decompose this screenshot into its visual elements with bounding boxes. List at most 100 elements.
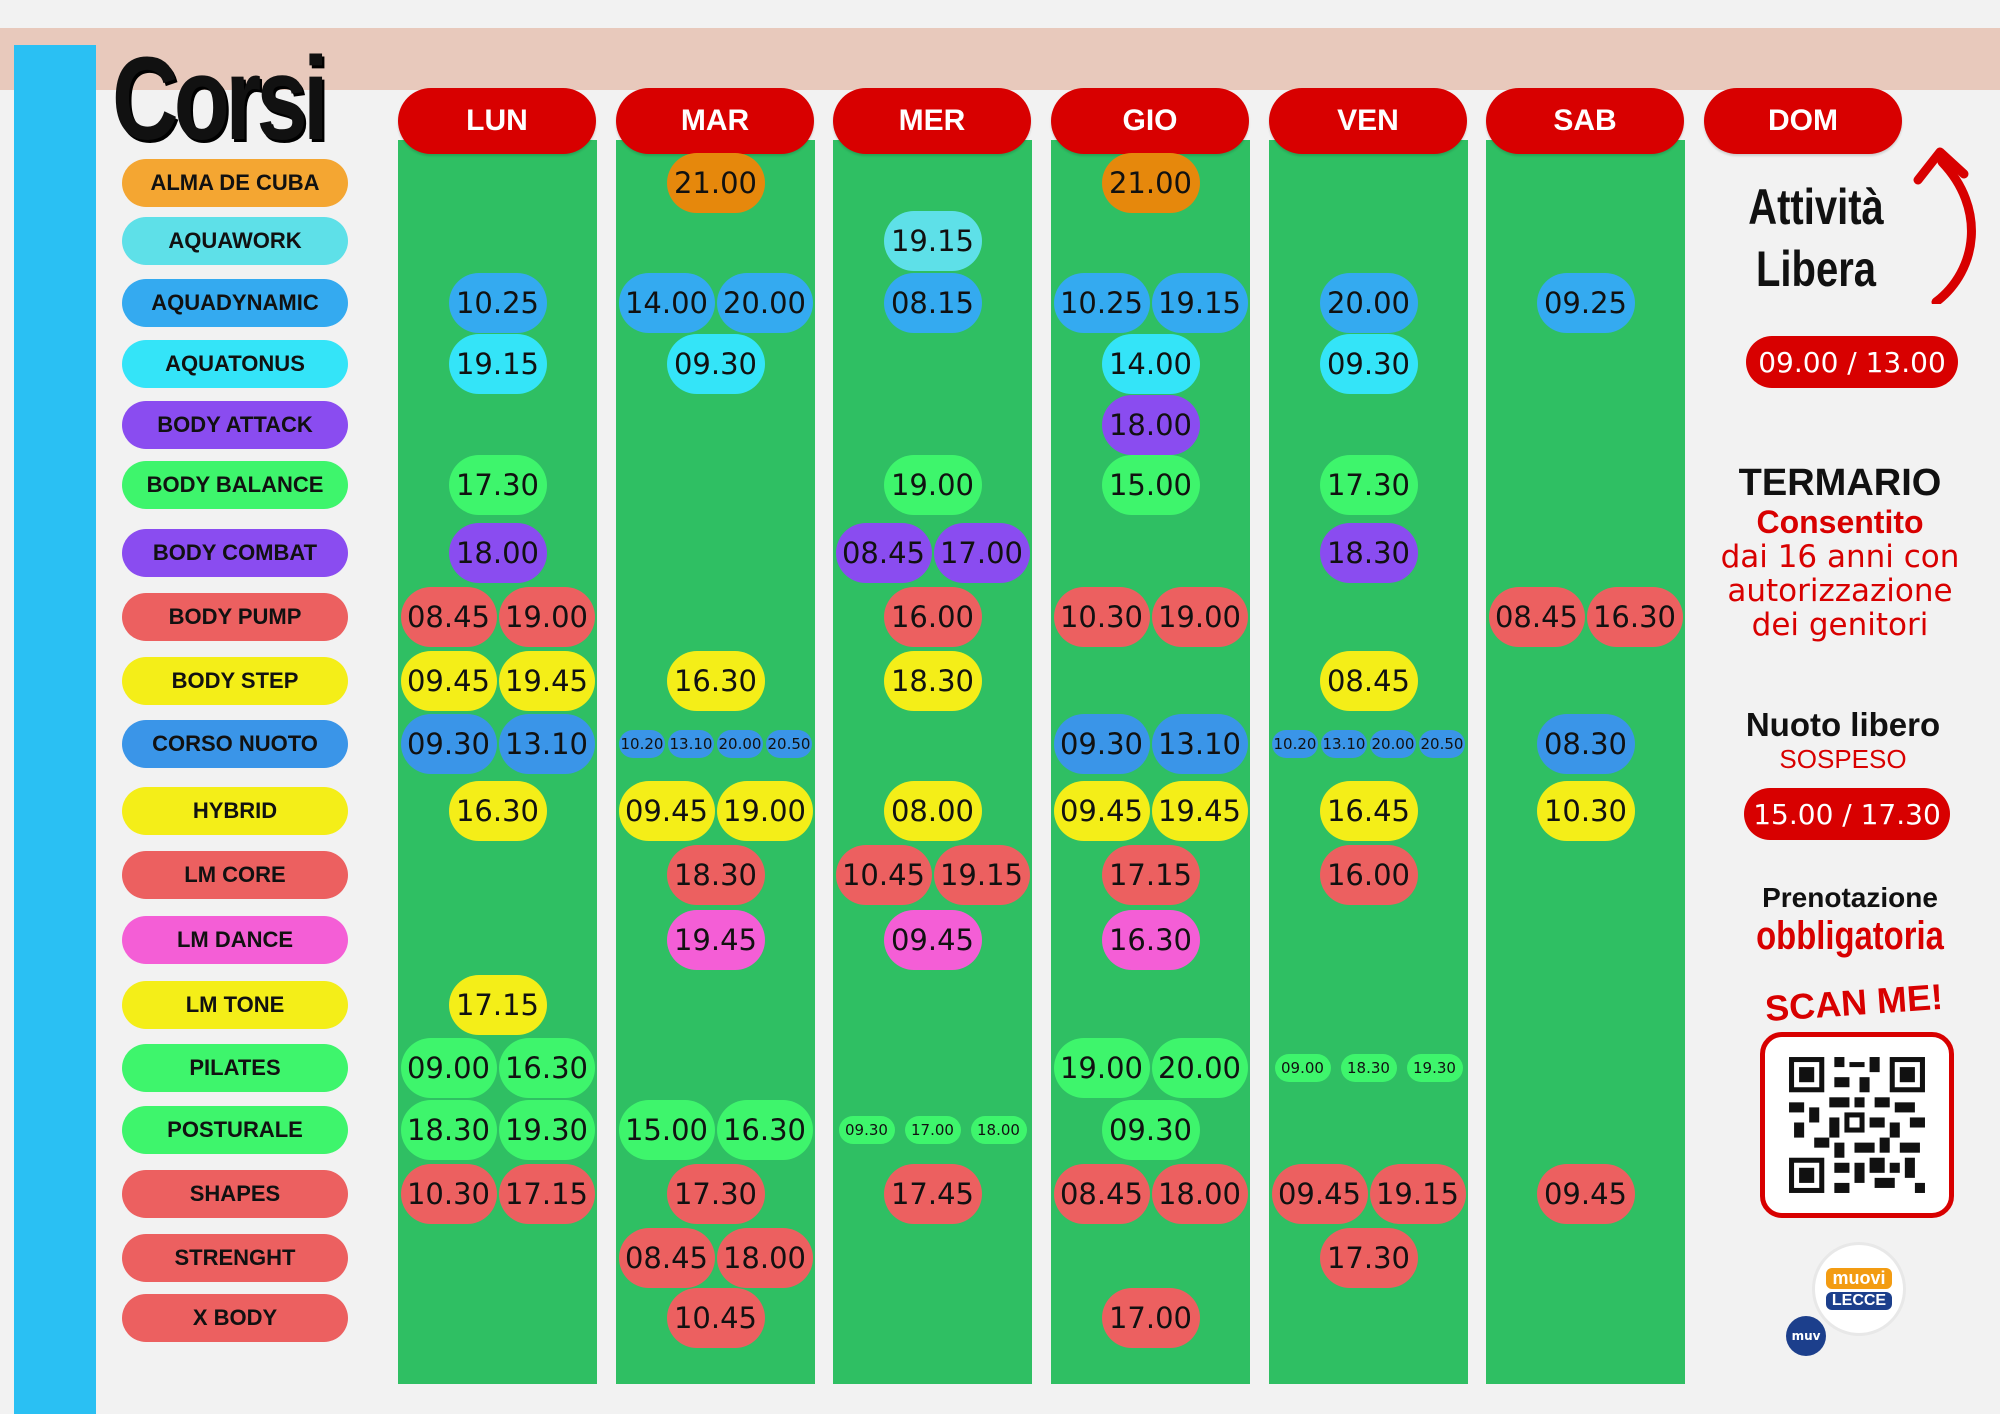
time-slot[interactable]: 17.30 (1319, 455, 1418, 515)
day-header[interactable]: VEN (1269, 88, 1467, 154)
time-slot[interactable]: 19.15 (883, 211, 982, 271)
time-slot[interactable]: 08.30 (1536, 714, 1635, 774)
time-slot[interactable]: 08.00 (883, 781, 982, 841)
course-label[interactable]: BODY STEP (122, 657, 348, 705)
time-slot[interactable]: 16.30 (498, 1038, 595, 1098)
time-slot[interactable]: 17.30 (666, 1164, 765, 1224)
time-slot[interactable]: 20.50 (766, 730, 812, 758)
course-label[interactable]: BODY BALANCE (122, 461, 348, 509)
time-slot[interactable]: 19.15 (933, 845, 1030, 905)
time-slot[interactable]: 18.30 (400, 1100, 497, 1160)
time-slot[interactable]: 08.45 (400, 587, 497, 647)
time-slot[interactable]: 21.00 (666, 153, 765, 213)
time-slot[interactable]: 17.30 (1319, 1228, 1418, 1288)
time-slot[interactable]: 19.00 (498, 587, 595, 647)
day-header[interactable]: MER (833, 88, 1031, 154)
time-slot[interactable]: 16.00 (883, 587, 982, 647)
time-slot[interactable]: 19.15 (1369, 1164, 1466, 1224)
course-label[interactable]: POSTURALE (122, 1106, 348, 1154)
time-slot[interactable]: 19.15 (448, 334, 547, 394)
time-slot[interactable]: 09.45 (1271, 1164, 1368, 1224)
time-slot[interactable]: 10.25 (1053, 273, 1150, 333)
time-slot[interactable]: 20.50 (1419, 730, 1465, 758)
time-slot[interactable]: 09.45 (1053, 781, 1150, 841)
time-slot[interactable]: 09.30 (1053, 714, 1150, 774)
time-slot[interactable]: 08.45 (835, 523, 932, 583)
course-label[interactable]: LM TONE (122, 981, 348, 1029)
time-slot[interactable]: 19.00 (1151, 587, 1248, 647)
time-slot[interactable]: 10.30 (1053, 587, 1150, 647)
time-slot[interactable]: 13.10 (668, 730, 714, 758)
time-slot[interactable]: 18.00 (970, 1116, 1027, 1144)
time-slot[interactable]: 14.00 (1101, 334, 1200, 394)
time-slot[interactable]: 10.30 (400, 1164, 497, 1224)
time-slot[interactable]: 16.30 (1586, 587, 1683, 647)
time-slot[interactable]: 21.00 (1101, 153, 1200, 213)
time-slot[interactable]: 20.00 (1319, 273, 1418, 333)
time-slot[interactable]: 10.30 (1536, 781, 1635, 841)
time-slot[interactable]: 09.45 (1536, 1164, 1635, 1224)
time-slot[interactable]: 09.45 (883, 910, 982, 970)
time-slot[interactable]: 17.15 (448, 975, 547, 1035)
course-label[interactable]: AQUATONUS (122, 340, 348, 388)
day-header[interactable]: SAB (1486, 88, 1684, 154)
time-slot[interactable]: 09.00 (1274, 1054, 1331, 1082)
course-label[interactable]: LM CORE (122, 851, 348, 899)
day-header[interactable]: DOM (1704, 88, 1902, 154)
time-slot[interactable]: 16.30 (448, 781, 547, 841)
course-label[interactable]: BODY COMBAT (122, 529, 348, 577)
time-slot[interactable]: 14.00 (618, 273, 715, 333)
course-label[interactable]: BODY ATTACK (122, 401, 348, 449)
time-slot[interactable]: 17.15 (498, 1164, 595, 1224)
course-label[interactable]: ALMA DE CUBA (122, 159, 348, 207)
time-slot[interactable]: 19.00 (883, 455, 982, 515)
time-slot[interactable]: 13.10 (1151, 714, 1248, 774)
time-slot[interactable]: 20.00 (1151, 1038, 1248, 1098)
time-slot[interactable]: 19.30 (1406, 1054, 1463, 1082)
course-label[interactable]: SHAPES (122, 1170, 348, 1218)
time-slot[interactable]: 18.30 (883, 651, 982, 711)
time-slot[interactable]: 17.00 (933, 523, 1030, 583)
time-slot[interactable]: 15.00 (1101, 455, 1200, 515)
time-slot[interactable]: 17.45 (883, 1164, 982, 1224)
time-slot[interactable]: 08.45 (618, 1228, 715, 1288)
course-label[interactable]: CORSO NUOTO (122, 720, 348, 768)
day-header[interactable]: MAR (616, 88, 814, 154)
time-slot[interactable]: 10.45 (835, 845, 932, 905)
time-slot[interactable]: 09.30 (400, 714, 497, 774)
time-slot[interactable]: 13.10 (498, 714, 595, 774)
time-slot[interactable]: 19.30 (498, 1100, 595, 1160)
qr-code-frame[interactable] (1760, 1032, 1954, 1218)
time-slot[interactable]: 15.00 (618, 1100, 715, 1160)
day-header[interactable]: GIO (1051, 88, 1249, 154)
time-slot[interactable]: 08.15 (883, 273, 982, 333)
course-label[interactable]: STRENGHT (122, 1234, 348, 1282)
time-slot[interactable]: 18.30 (666, 845, 765, 905)
time-slot[interactable]: 19.00 (1053, 1038, 1150, 1098)
time-slot[interactable]: 10.20 (1272, 730, 1318, 758)
time-slot[interactable]: 08.45 (1488, 587, 1585, 647)
time-slot[interactable]: 13.10 (1321, 730, 1367, 758)
time-slot[interactable]: 19.45 (498, 651, 595, 711)
time-slot[interactable]: 09.30 (838, 1116, 895, 1144)
time-slot[interactable]: 20.00 (1370, 730, 1416, 758)
time-slot[interactable]: 09.30 (1101, 1100, 1200, 1160)
time-slot[interactable]: 16.45 (1319, 781, 1418, 841)
course-label[interactable]: PILATES (122, 1044, 348, 1092)
course-label[interactable]: AQUAWORK (122, 217, 348, 265)
time-slot[interactable]: 18.00 (448, 523, 547, 583)
time-slot[interactable]: 20.00 (716, 273, 813, 333)
time-slot[interactable]: 09.00 (400, 1038, 497, 1098)
course-label[interactable]: LM DANCE (122, 916, 348, 964)
time-slot[interactable]: 18.00 (1151, 1164, 1248, 1224)
time-slot[interactable]: 19.45 (666, 910, 765, 970)
time-slot[interactable]: 19.15 (1151, 273, 1248, 333)
time-slot[interactable]: 20.00 (717, 730, 763, 758)
time-slot[interactable]: 18.30 (1340, 1054, 1397, 1082)
time-slot[interactable]: 19.00 (716, 781, 813, 841)
time-slot[interactable]: 10.25 (448, 273, 547, 333)
time-slot[interactable]: 17.30 (448, 455, 547, 515)
time-slot[interactable]: 16.30 (666, 651, 765, 711)
course-label[interactable]: HYBRID (122, 787, 348, 835)
time-slot[interactable]: 16.30 (716, 1100, 813, 1160)
